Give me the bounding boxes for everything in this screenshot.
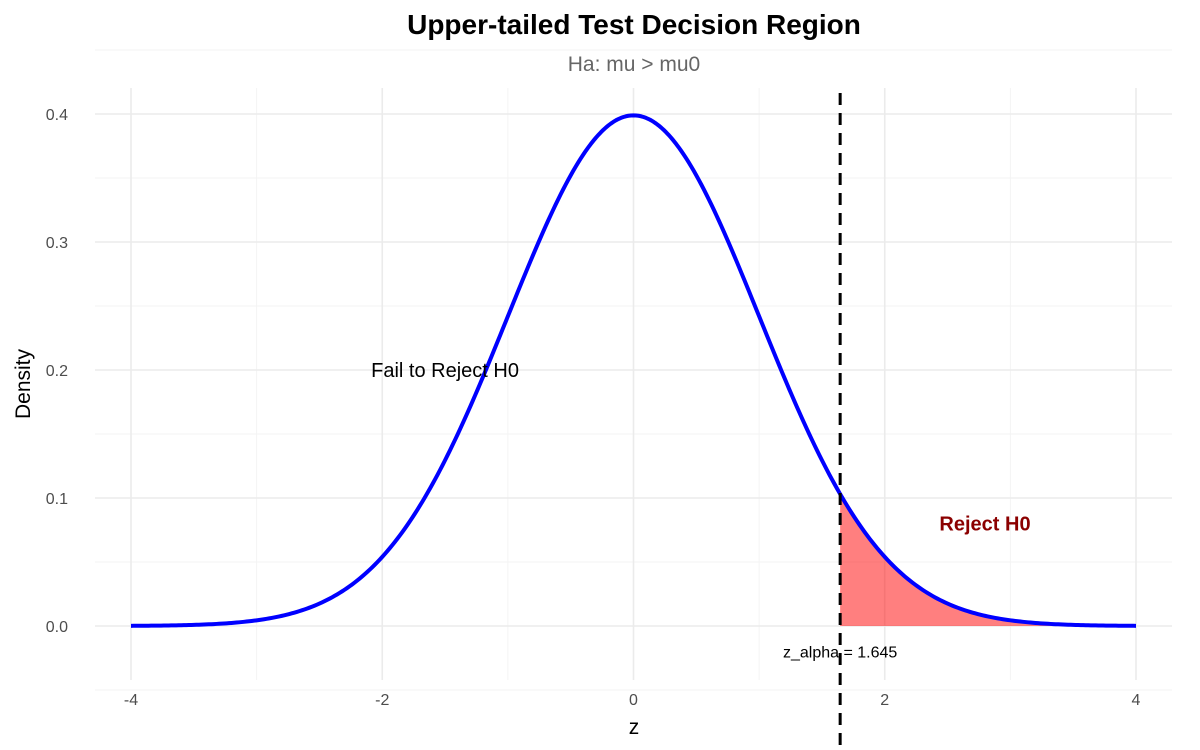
annotation-fail-to-reject: Fail to Reject H0 [371, 360, 519, 382]
x-tick-label: -4 [124, 692, 138, 709]
y-tick-label: 0.2 [46, 363, 68, 380]
annotation-reject: Reject H0 [939, 514, 1030, 536]
y-tick-label: 0.3 [46, 235, 68, 252]
y-tick-label: 0.0 [46, 619, 68, 636]
y-tick-label: 0.1 [46, 491, 68, 508]
x-tick-label: 4 [1132, 692, 1141, 709]
annotation-critical-value: z_alpha = 1.645 [783, 645, 897, 662]
x-tick-label: 0 [629, 692, 638, 709]
x-tick-label: -2 [375, 692, 389, 709]
x-axis-ticks: -4 -2 0 2 4 [124, 692, 1141, 709]
rejection-region-area [840, 494, 1136, 626]
chart-title: Upper-tailed Test Decision Region [407, 9, 861, 40]
chart-subtitle: Ha: mu > mu0 [568, 53, 700, 76]
y-axis-title: Density [12, 348, 35, 419]
density-curve [130, 113, 1137, 628]
y-axis-ticks: 0.0 0.1 0.2 0.3 0.4 [46, 107, 68, 636]
x-axis-title: z [629, 716, 640, 739]
grid-lines [95, 49, 1172, 691]
x-tick-label: 2 [880, 692, 889, 709]
y-tick-label: 0.4 [46, 107, 68, 124]
